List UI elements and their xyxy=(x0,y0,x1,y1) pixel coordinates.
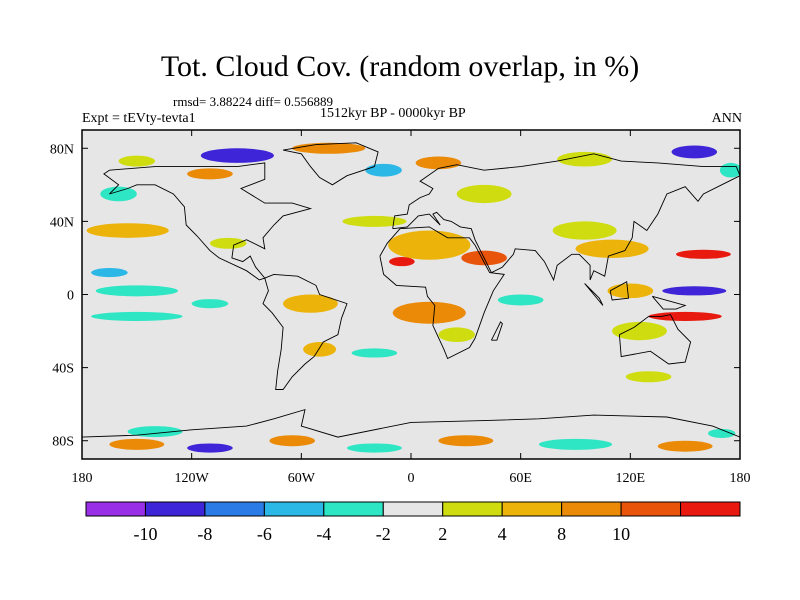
lat-label-1: 40N xyxy=(50,215,74,230)
anomaly-patch-28 xyxy=(607,283,654,299)
anomaly-patch-32 xyxy=(303,342,337,357)
anomaly-patch-2 xyxy=(118,155,156,167)
anomaly-patch-20 xyxy=(95,285,178,297)
lon-label-1: 120W xyxy=(175,471,210,486)
colorbar-box-1 xyxy=(144,501,206,517)
anomaly-patch-18 xyxy=(575,239,649,258)
colorbar-box-9 xyxy=(620,501,682,517)
anomaly-patch-43 xyxy=(708,428,736,438)
colorbar-box-4 xyxy=(323,501,384,517)
lat-label-4: 80S xyxy=(52,435,74,450)
colorbar-label-0: -10 xyxy=(133,524,157,544)
anomaly-patch-8 xyxy=(557,151,613,167)
coastline-7 xyxy=(82,408,740,438)
coastline-6 xyxy=(490,321,503,341)
period-label: 1512kyr BP - 0000kyr BP xyxy=(320,106,466,121)
statistics-label: rmsd= 3.88224 diff= 0.556889 xyxy=(173,94,333,109)
anomaly-patch-23 xyxy=(283,294,338,313)
anomaly-patch-34 xyxy=(625,371,672,383)
anomaly-patch-14 xyxy=(388,230,471,260)
anomaly-patch-27 xyxy=(497,294,544,306)
colorbar-box-2 xyxy=(204,501,265,517)
coastline-2 xyxy=(262,273,348,390)
lon-label-2: 60W xyxy=(288,471,316,486)
anomaly-patch-41 xyxy=(538,438,613,450)
colorbar-box-8 xyxy=(561,501,622,517)
colorbar-box-10 xyxy=(680,501,741,517)
lon-label-4: 60E xyxy=(509,471,532,486)
experiment-label: Expt = tEVty-tevta1 xyxy=(82,111,196,126)
anomaly-patch-6 xyxy=(415,156,462,170)
lat-label-3: 40S xyxy=(52,362,74,377)
anomaly-patch-15 xyxy=(389,257,415,267)
colorbar-label-4: -2 xyxy=(376,524,391,544)
anomaly-patch-26 xyxy=(438,327,475,343)
anomaly-patch-19 xyxy=(676,249,731,259)
anomaly-patch-10 xyxy=(719,162,740,178)
anomaly-patch-29 xyxy=(662,286,727,296)
anomaly-patch-12 xyxy=(209,237,247,249)
colorbar-box-3 xyxy=(263,501,325,517)
coastline-5 xyxy=(618,314,692,365)
anomaly-patch-42 xyxy=(657,440,713,452)
coastline-9 xyxy=(609,280,629,301)
colorbar-label-8: 10 xyxy=(612,524,630,544)
coastline-4 xyxy=(379,226,505,360)
colorbar-label-6: 4 xyxy=(498,524,507,544)
anomaly-patch-39 xyxy=(347,443,402,453)
anomaly-patch-22 xyxy=(91,267,128,278)
lat-label-0: 80N xyxy=(50,142,74,157)
anomaly-patch-13 xyxy=(342,215,407,227)
anomaly-patch-1 xyxy=(187,168,233,180)
colorbar-box-5 xyxy=(382,501,444,517)
coastline-1 xyxy=(283,142,379,186)
lat-label-2: 0 xyxy=(67,289,74,304)
season-label: ANN xyxy=(711,111,742,126)
colorbar-label-7: 8 xyxy=(557,524,566,544)
lon-label-6: 180 xyxy=(730,471,751,486)
coastline-3 xyxy=(392,153,740,282)
lon-label-3: 0 xyxy=(408,471,415,486)
colorbar-label-3: -4 xyxy=(316,524,331,544)
colorbar-label-2: -6 xyxy=(257,524,272,544)
anomaly-patch-3 xyxy=(100,186,137,202)
anomaly-patch-33 xyxy=(351,348,398,358)
lon-label-5: 120E xyxy=(616,471,646,486)
coastline-0 xyxy=(103,162,313,281)
anomaly-patch-21 xyxy=(91,311,183,322)
anomaly-patch-25 xyxy=(392,301,466,324)
anomaly-patch-0 xyxy=(200,148,274,163)
colorbar-box-6 xyxy=(442,501,503,517)
colorbar: -10 -8 -6 -4 -2 2 4 8 10 xyxy=(85,501,741,544)
colorbar-box-7 xyxy=(501,501,563,517)
anomaly-patch-24 xyxy=(191,299,229,309)
coastline-10 xyxy=(651,295,687,310)
anomaly-patch-5 xyxy=(365,163,402,177)
anomaly-patch-9 xyxy=(671,145,718,159)
lon-label-0: 180 xyxy=(72,471,93,486)
anomaly-patch-38 xyxy=(269,435,316,447)
anomaly-patch-30 xyxy=(648,311,722,322)
coastline-8 xyxy=(584,283,604,306)
colorbar-label-1: -8 xyxy=(197,524,212,544)
colorbar-box-0 xyxy=(85,501,146,517)
axis-ticks: 80N 40N 0 40S 80S 180 120W 60W 0 60E 120E 180 xyxy=(50,130,751,486)
anomaly-patch-37 xyxy=(187,443,233,453)
anomaly-patch-11 xyxy=(86,223,169,238)
anomaly-patch-7 xyxy=(456,184,512,204)
anomaly-patch-31 xyxy=(612,321,667,341)
anomaly-field xyxy=(86,142,740,453)
coastlines xyxy=(82,142,740,438)
anomaly-patch-17 xyxy=(552,221,617,240)
anomaly-patch-36 xyxy=(109,438,165,450)
anomaly-patch-40 xyxy=(438,435,494,447)
map-title: Tot. Cloud Cov. (random overlap, in %) xyxy=(160,50,640,83)
colorbar-label-5: 2 xyxy=(438,524,447,544)
